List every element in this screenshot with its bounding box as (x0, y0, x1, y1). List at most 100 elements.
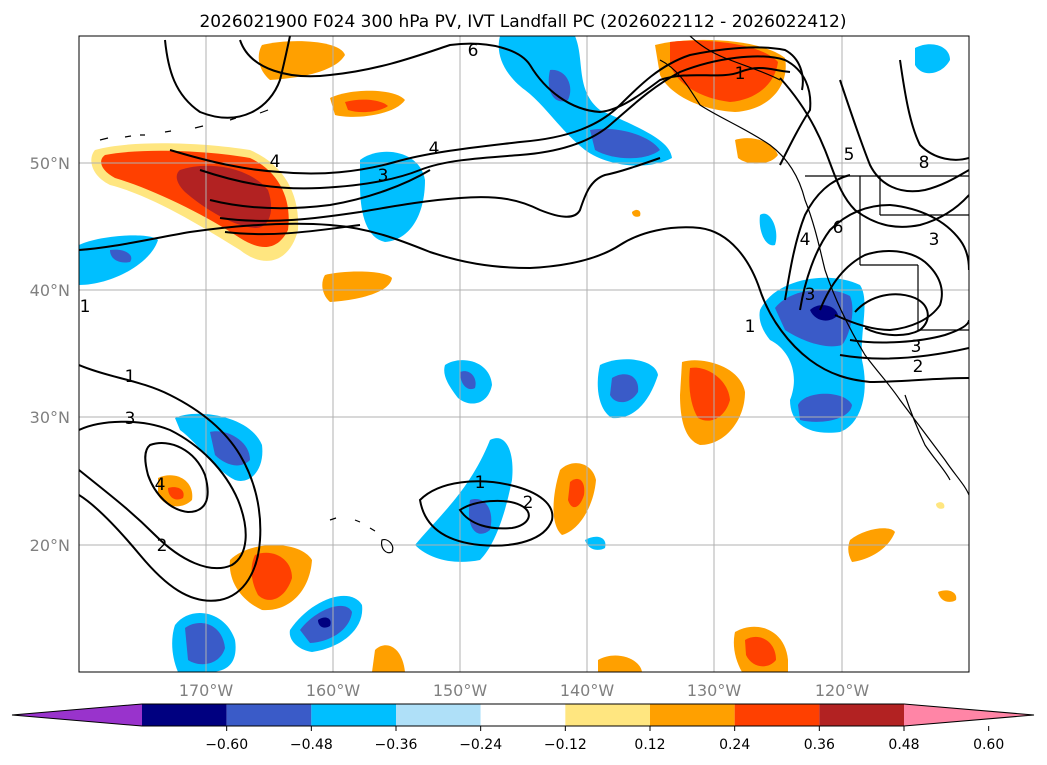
positive-pv-anomaly (258, 41, 345, 80)
contour-line (418, 480, 554, 547)
north-america-coast (659, 59, 969, 496)
colorbar-segment (734, 704, 820, 726)
colorbar-extend-high (904, 704, 1034, 726)
positive-pv-anomaly (745, 636, 776, 667)
lon-label: 120°W (815, 681, 870, 700)
contour-label: 4 (429, 139, 440, 159)
positive-pv-anomaly (372, 645, 405, 672)
colorbar-segment (311, 704, 396, 726)
colorbar-tick-label: 0.48 (888, 737, 919, 753)
colorbar-tick-label: −0.24 (459, 737, 502, 753)
negative-pv-anomaly (610, 374, 639, 403)
contour-labels: 6 1 4 5 8 4 3 4 6 3 1 1 3 2 1 3 4 2 1 2 … (80, 41, 940, 556)
alaska-coast (689, 36, 781, 81)
contour-label: 5 (844, 145, 855, 165)
contour-line (458, 499, 530, 530)
contour-label: 1 (735, 64, 746, 84)
contour-line (164, 36, 291, 119)
map-frame (78, 35, 970, 673)
positive-pv-anomaly (345, 99, 388, 113)
contour-line (79, 364, 262, 602)
contour-line (144, 442, 209, 514)
positive-pv-anomaly (689, 367, 730, 421)
negative-pv-anomaly (110, 249, 132, 263)
latitude-labels: 50°N 40°N 30°N 20°N (30, 154, 70, 555)
contour-line (219, 157, 661, 222)
contour-line (839, 347, 969, 360)
negative-pv-anomaly (798, 393, 852, 422)
lon-label: 170°W (179, 681, 234, 700)
colorbar-tick-label: 0.36 (804, 737, 835, 753)
pc-contours (79, 36, 969, 602)
contour-label: 2 (913, 357, 924, 377)
hawaii-islands (329, 517, 394, 554)
contour-line (799, 203, 969, 311)
figure-title: 2026021900 F024 300 hPa PV, IVT Landfall… (199, 12, 846, 32)
negative-pv-anomaly (775, 289, 853, 347)
contour-line (784, 174, 851, 301)
negative-pv-anomaly (759, 213, 777, 246)
contour-line (854, 293, 929, 336)
contour-label: 6 (468, 41, 479, 61)
positive-pv-anomaly (176, 165, 272, 228)
contour-line (79, 222, 969, 384)
colorbar-segment (650, 704, 735, 726)
contour-line (839, 79, 969, 193)
coastlines (99, 36, 969, 554)
lon-label: 130°W (687, 681, 742, 700)
colorbar-outline (11, 703, 1035, 727)
negative-pv-anomaly (468, 499, 492, 534)
colorbar-extend-low (12, 704, 142, 726)
contour-label: 2 (157, 536, 168, 556)
contour-line (899, 59, 969, 161)
contour-label: 6 (833, 218, 844, 238)
colorbar-segment (142, 704, 227, 726)
contour-label: 3 (929, 230, 940, 250)
baja-california (904, 394, 951, 481)
contour-label: 3 (805, 285, 816, 305)
negative-pv-anomaly (915, 44, 950, 74)
positive-pv-anomaly (598, 655, 642, 672)
negative-pv-anomaly (590, 128, 660, 159)
colorbar-tick-label: −0.36 (375, 737, 418, 753)
positive-pv-anomaly (568, 478, 585, 508)
contour-label: 8 (919, 153, 930, 173)
colorbar-tick-label: −0.60 (205, 737, 248, 753)
colorbar-tick-label: 0.12 (634, 737, 665, 753)
positive-pv-anomaly (322, 271, 392, 302)
positive-pv-anomaly (168, 487, 184, 500)
contour-label: 3 (378, 166, 389, 186)
contour-line (849, 319, 969, 344)
contour-label: 4 (270, 152, 281, 172)
lon-label: 150°W (433, 681, 488, 700)
lat-label: 40°N (30, 281, 70, 300)
positive-pv-anomaly (735, 138, 778, 164)
colorbar-segment (226, 704, 312, 726)
state-borders (859, 176, 969, 331)
colorbar-tick-label: −0.48 (290, 737, 333, 753)
colorbar-segment (480, 704, 566, 726)
negative-pv-anomaly (585, 536, 606, 550)
negative-pv-anomaly (810, 305, 838, 321)
contour-line (199, 55, 812, 190)
colorbar-tick-label: 0.60 (973, 737, 1004, 753)
lat-label: 20°N (30, 536, 70, 555)
contour-line (779, 77, 969, 228)
contour-label: 3 (125, 409, 136, 429)
positive-pv-anomaly (251, 552, 292, 600)
positive-pv-anomaly (936, 502, 945, 509)
contour-line (239, 39, 791, 114)
contour-label: 1 (475, 473, 486, 493)
positive-pv-anomaly (938, 590, 957, 602)
lon-label: 140°W (560, 681, 615, 700)
colorbar-segment (396, 704, 481, 726)
contour-line (79, 420, 247, 570)
negative-pv-anomaly (318, 617, 331, 628)
negative-pv-anomaly (460, 371, 476, 390)
contour-label: 1 (80, 297, 91, 317)
contour-label: 2 (523, 493, 534, 513)
colorbar-segment (565, 704, 650, 726)
contour-label: 1 (125, 367, 136, 387)
negative-pv-anomaly (185, 622, 225, 665)
